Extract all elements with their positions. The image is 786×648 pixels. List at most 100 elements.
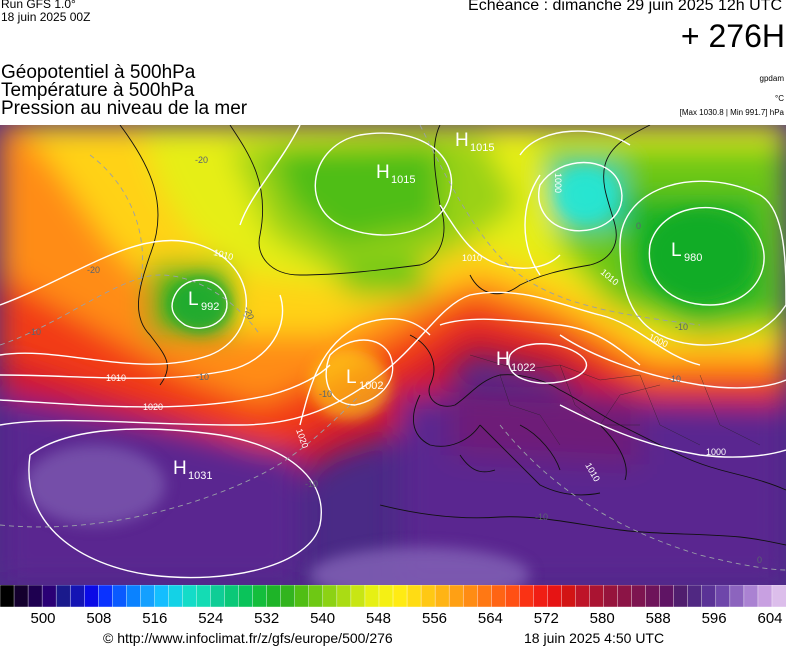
isobar-label: 1010 <box>106 373 126 383</box>
color-scale-swatch <box>294 585 310 607</box>
color-scale-swatch <box>757 585 773 607</box>
temperature-label: -20 <box>195 155 208 165</box>
run-info: Run GFS 1.0° 18 juin 2025 00Z <box>1 0 90 24</box>
color-scale-swatch <box>392 585 408 607</box>
color-scale-tick-label: 556 <box>421 610 448 627</box>
color-scale-swatch <box>210 585 226 607</box>
color-scale-swatch <box>238 585 254 607</box>
color-scale-tick-label: 508 <box>86 610 112 627</box>
color-scale-swatch <box>168 585 183 607</box>
color-scale-swatch <box>406 585 422 607</box>
color-scale-tick-label: 588 <box>645 610 671 627</box>
color-scale-swatch <box>336 585 352 607</box>
color-scale-swatch <box>462 585 478 607</box>
temperature-label: -10 <box>319 389 332 399</box>
center-letter-high-greenland: H <box>376 162 390 183</box>
run-date: 18 juin 2025 00Z <box>1 10 91 24</box>
color-scale-swatch <box>603 585 619 607</box>
color-scale-swatch <box>448 585 464 607</box>
color-scale-swatch <box>41 585 57 607</box>
color-scale <box>0 585 786 607</box>
color-scale-swatch <box>55 585 71 607</box>
center-value-high-azores: 1031 <box>188 470 212 482</box>
center-letter-high-north-sea: H <box>455 130 469 151</box>
color-scale-tick-label: 524 <box>198 610 224 627</box>
color-scale-swatch <box>743 585 759 607</box>
temperature-label: -10 <box>196 372 209 382</box>
center-value-high-greenland: 1015 <box>391 174 415 186</box>
color-scale-swatch <box>645 585 661 607</box>
color-scale-swatch <box>561 585 576 607</box>
color-scale-swatch <box>140 585 155 607</box>
color-scale-swatch <box>701 585 717 607</box>
color-scale-swatch <box>27 585 43 607</box>
color-scale-swatch <box>322 585 338 607</box>
color-scale-tick-label: 580 <box>589 610 615 627</box>
source-url[interactable]: © http://www.infoclimat.fr/z/gfs/europe/… <box>103 630 393 646</box>
layer-title-temperature: Température à 500hPa <box>1 80 195 101</box>
pressure-range: [Max 1030.8 | Min 991.7] hPa <box>679 108 784 117</box>
layer-title-pressure: Pression au niveau de la mer <box>1 98 248 119</box>
unit-celsius: °C <box>775 94 784 103</box>
temperature-label: -10 <box>305 479 318 489</box>
color-scale-swatch <box>575 585 591 607</box>
forecast-map: H 1015 H 1015 L 980 L 992 L 1002 H 1022 … <box>0 125 786 585</box>
color-scale-swatch <box>673 585 689 607</box>
color-scale-tick-label: 564 <box>477 610 503 627</box>
color-scale-swatch <box>729 585 745 607</box>
color-scale-swatch <box>280 585 296 607</box>
color-scale-swatch <box>13 585 29 607</box>
color-scale-ticks: 500 508 516 524 532 540 548 556 564 572 580 588 596 6… <box>0 610 786 630</box>
color-scale-swatch <box>364 585 380 607</box>
color-scale-tick-label: 500 <box>30 610 56 627</box>
color-scale-swatch <box>617 585 633 607</box>
color-scale-swatch <box>378 585 394 607</box>
color-scale-swatch <box>112 585 127 607</box>
run-model: Run GFS 1.0° <box>1 0 76 11</box>
temperature-label: -20 <box>87 265 100 275</box>
color-scale-swatch <box>182 585 198 607</box>
isobar-label: 1000 <box>706 447 726 457</box>
color-scale-swatch <box>420 585 436 607</box>
color-scale-swatch <box>771 585 786 607</box>
color-scale-swatch <box>308 585 324 607</box>
isobar-label: 1010 <box>462 253 482 263</box>
color-scale-swatch <box>0 585 15 607</box>
temperature-label: 0 <box>757 555 762 565</box>
generation-date: 18 juin 2025 4:50 UTC <box>524 630 665 646</box>
temperature-label: 0 <box>636 221 641 231</box>
color-scale-swatch <box>126 585 141 607</box>
temperature-label: -10 <box>535 512 548 522</box>
color-scale-swatch <box>69 585 85 607</box>
pressure-centers: H 1015 H 1015 L 980 L 992 L 1002 H 1022 … <box>173 130 702 482</box>
layer-titles: Géopotentiel à 500hPa Température à 500h… <box>1 63 248 119</box>
center-value-low-canada: 992 <box>201 301 219 313</box>
color-scale-swatch <box>505 585 520 607</box>
color-scale-swatch <box>547 585 562 607</box>
center-value-high-europe: 1022 <box>511 362 535 374</box>
color-scale-swatch <box>224 585 240 607</box>
color-scale-swatch <box>84 585 99 607</box>
color-scale-swatch <box>589 585 605 607</box>
color-scale-swatch <box>266 585 282 607</box>
color-scale-swatch <box>519 585 534 607</box>
color-scale-swatch <box>252 585 268 607</box>
isobar-label: 1000 <box>553 173 563 193</box>
forecast-horizon: + 276H <box>680 18 785 54</box>
color-scale-swatch <box>491 585 506 607</box>
color-scale-swatch <box>533 585 548 607</box>
center-letter-low-atlantic: L <box>346 367 357 388</box>
center-value-low-russia: 980 <box>684 252 702 264</box>
highlight-field <box>25 170 755 585</box>
color-scale-swatch <box>350 585 366 607</box>
borders <box>469 354 761 446</box>
color-scale-swatch <box>98 585 113 607</box>
color-scale-swatch <box>687 585 703 607</box>
color-scale-swatch <box>631 585 647 607</box>
unit-gpdam: gpdam <box>759 74 784 83</box>
center-letter-high-europe: H <box>496 349 510 370</box>
color-scale-tick-label: 532 <box>254 610 280 627</box>
isotherms <box>0 125 786 571</box>
center-letter-low-russia: L <box>671 240 682 261</box>
center-letter-high-azores: H <box>173 458 187 479</box>
